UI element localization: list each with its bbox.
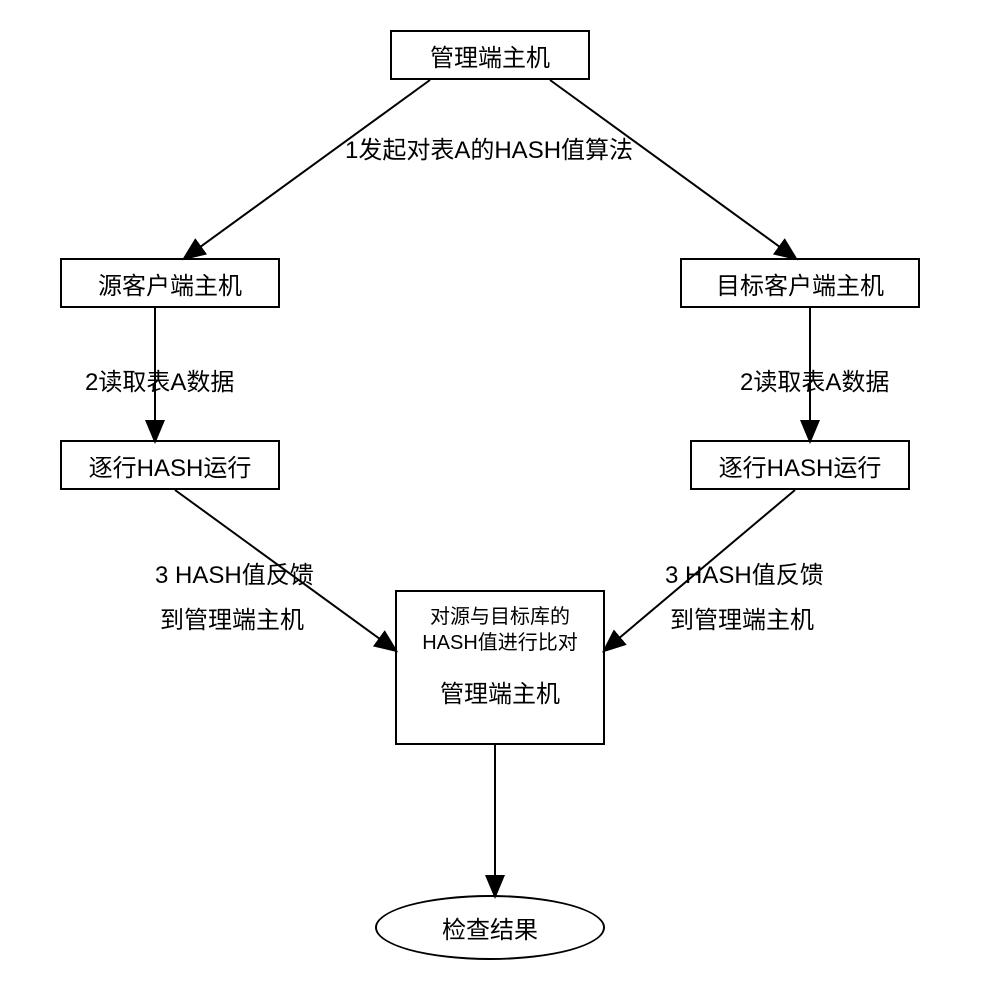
source-hash-label: 逐行HASH运行 <box>89 448 252 483</box>
bottom-manager-box: 对源与目标库的 HASH值进行比对 管理端主机 <box>395 590 605 745</box>
target-hash-box: 逐行HASH运行 <box>690 440 910 490</box>
feedback-left-label-2: 到管理端主机 <box>160 600 304 635</box>
bottom-manager-label: 管理端主机 <box>440 674 560 709</box>
feedback-left-label-1: 3 HASH值反馈 <box>155 555 314 590</box>
result-label: 检查结果 <box>442 910 538 945</box>
top-manager-box: 管理端主机 <box>390 30 590 80</box>
source-client-box: 源客户端主机 <box>60 258 280 308</box>
target-client-label: 目标客户端主机 <box>716 266 884 301</box>
source-client-label: 源客户端主机 <box>98 266 242 301</box>
feedback-right-label-1: 3 HASH值反馈 <box>665 555 824 590</box>
compare-label: 对源与目标库的 HASH值进行比对 <box>422 604 578 656</box>
target-client-box: 目标客户端主机 <box>680 258 920 308</box>
edge-top-to-source <box>185 80 430 258</box>
source-hash-box: 逐行HASH运行 <box>60 440 280 490</box>
top-manager-label: 管理端主机 <box>430 38 550 73</box>
feedback-right-label-2: 到管理端主机 <box>670 600 814 635</box>
initiate-label: 1发起对表A的HASH值算法 <box>345 130 633 165</box>
edge-top-to-target <box>550 80 795 258</box>
read-left-label: 2读取表A数据 <box>85 362 234 397</box>
read-right-label: 2读取表A数据 <box>740 362 889 397</box>
target-hash-label: 逐行HASH运行 <box>719 448 882 483</box>
result-ellipse: 检查结果 <box>375 895 605 960</box>
